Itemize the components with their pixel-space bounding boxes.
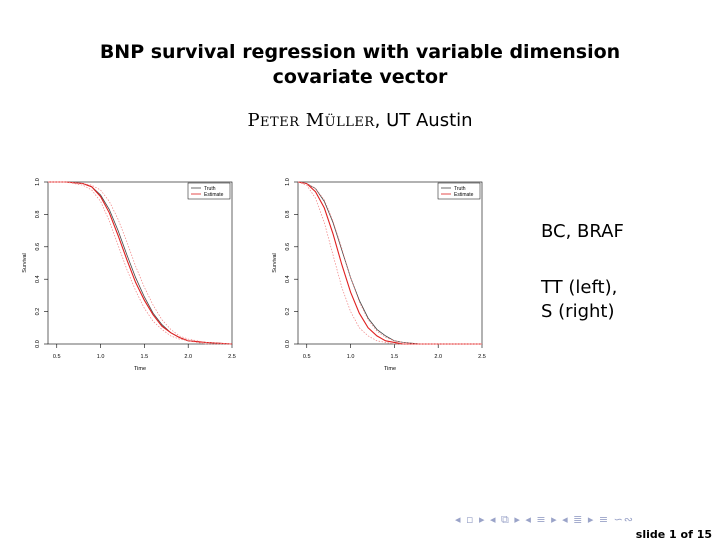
- left-series-ci-line: [48, 181, 232, 345]
- survival-plot-left: 0.5 1.0 1.5 2.0 2.5 0.0 0.2 0.4 0.6 0.8 1.0 Time Sur…: [22, 178, 236, 372]
- beamer-navigation-bar[interactable]: ◂ ▫ ▸ ◂ ⧉ ▸ ◂ ≡ ▸ ◂ ≣ ▸ ≡ ∽∾: [455, 513, 635, 526]
- right-xtick-label: 2.5: [478, 354, 486, 360]
- author-line: Peter Müller, UT Austin: [0, 110, 720, 131]
- right-plot-frame: [297, 181, 483, 345]
- left-legend-label-truth: Truth: [204, 186, 216, 192]
- right-ytick-label: 1.0: [285, 178, 291, 186]
- right-ytick-label: 0.0: [285, 340, 291, 348]
- left-legend-label-estimate: Estimate: [204, 192, 224, 198]
- left-ytick-label: 0.2: [35, 308, 41, 316]
- right-legend-label-estimate: Estimate: [454, 192, 474, 198]
- side-label-markers: BC, BRAF: [541, 221, 624, 242]
- right-series-ci-line: [297, 181, 482, 345]
- left-xtick-label: 2.5: [228, 354, 236, 360]
- right-yaxis-label: Survival: [272, 253, 278, 273]
- right-series-estimate-line: [297, 181, 482, 345]
- author-name: Peter Müller: [247, 110, 375, 131]
- right-legend-label-truth: Truth: [454, 186, 466, 192]
- slide-number: slide 1 of 15: [635, 528, 712, 541]
- side-text-block-2: TT (left), S (right): [541, 276, 617, 324]
- left-ytick-label: 0.6: [35, 243, 41, 251]
- left-xtick-label: 0.5: [53, 354, 61, 360]
- left-xtick-label: 1.5: [141, 354, 149, 360]
- right-xaxis-label: Time: [384, 366, 396, 372]
- left-xtick-label: 1.0: [97, 354, 105, 360]
- left-ytick-label: 0.8: [35, 211, 41, 219]
- author-affiliation: , UT Austin: [374, 110, 473, 131]
- left-xtick-label: 2.0: [184, 354, 192, 360]
- survival-plot-right: 0.5 1.0 1.5 2.0 2.5 0.0 0.2 0.4 0.6 0.8 1.0 Time Sur…: [272, 178, 486, 372]
- left-xaxis-label: Time: [134, 366, 146, 372]
- right-legend-box: [437, 182, 481, 200]
- left-legend-box: [187, 182, 231, 200]
- slide-title-line-1: BNP survival regression with variable di…: [99, 41, 621, 63]
- right-xtick-label: 1.5: [391, 354, 399, 360]
- left-ytick-label: 0.0: [35, 340, 41, 348]
- left-series-ci-line: [48, 181, 233, 345]
- right-ytick-label: 0.2: [285, 308, 291, 316]
- left-yaxis-label: Survival: [22, 253, 28, 273]
- side-text-block-1: BC, BRAF: [541, 220, 624, 244]
- right-series-truth-line: [297, 181, 482, 345]
- side-label-s: S (right): [541, 301, 615, 322]
- right-ytick-label: 0.6: [285, 243, 291, 251]
- slide-title: BNP survival regression with variable di…: [0, 40, 720, 90]
- left-ytick-label: 1.0: [35, 178, 41, 186]
- right-xtick-label: 1.0: [347, 354, 355, 360]
- right-xtick-label: 0.5: [303, 354, 311, 360]
- right-series-ci-line: [297, 181, 482, 345]
- right-xtick-label: 2.0: [434, 354, 442, 360]
- right-ytick-label: 0.8: [285, 211, 291, 219]
- left-series-estimate-line: [48, 181, 233, 345]
- side-label-tt: TT (left),: [541, 277, 618, 298]
- left-series-truth-line: [48, 181, 233, 345]
- right-ytick-label: 0.4: [285, 275, 291, 283]
- left-ytick-label: 0.4: [35, 275, 41, 283]
- slide-title-line-2: covariate vector: [272, 66, 448, 88]
- left-plot-frame: [47, 181, 233, 345]
